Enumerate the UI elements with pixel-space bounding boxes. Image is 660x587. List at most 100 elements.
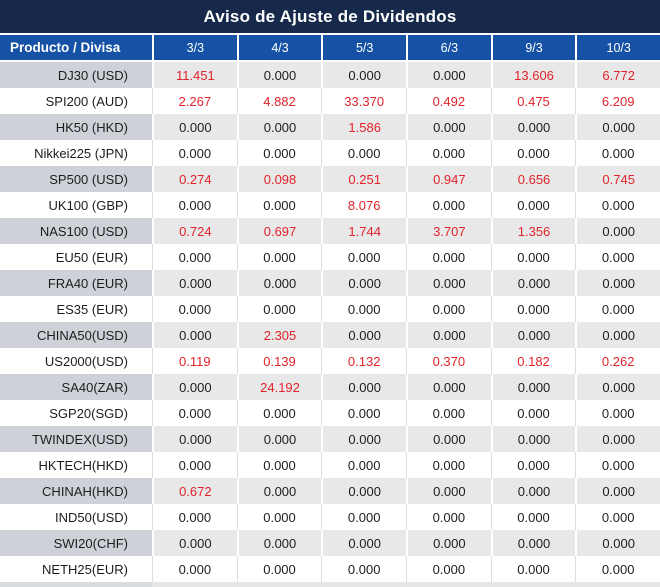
value-cell: 0.000 (575, 140, 660, 166)
column-header-date: 9/3 (490, 35, 576, 60)
product-cell: HK50 (HKD) (0, 114, 152, 140)
value-cell: 0.370 (406, 348, 491, 374)
value-cell: 0.000 (406, 374, 491, 400)
value-cell: 13.606 (490, 62, 576, 88)
value-cell: 1.586 (321, 114, 407, 140)
table-row: SA40(ZAR) 0.000 24.192 0.000 0.000 0.000 0.000 (0, 374, 660, 400)
value-cell: 0.000 (575, 192, 660, 218)
column-header-date: 3/3 (152, 35, 237, 60)
table-row: FRA40 (EUR) 0.000 0.000 0.000 0.000 0.000 0.00… (0, 270, 660, 296)
value-cell: 0.000 (575, 556, 660, 582)
value-cell: 0.000 (152, 114, 237, 140)
value-cell: 0.000 (236, 504, 322, 530)
value-cell: 11.451 (152, 62, 237, 88)
value-cell: 0.000 (575, 218, 660, 244)
sliver-value-area (152, 582, 660, 587)
value-cell: 0.000 (490, 374, 576, 400)
value-cell: 0.000 (236, 478, 322, 504)
value-cell: 0.000 (490, 452, 576, 478)
value-cell: 0.000 (152, 270, 237, 296)
value-cell: 0.000 (406, 244, 491, 270)
value-cell: 0.000 (321, 400, 407, 426)
table-row: HKTECH(HKD) 0.000 0.000 0.000 0.000 0.000 0.00… (0, 452, 660, 478)
value-cell: 0.098 (236, 166, 322, 192)
value-cell: 0.000 (321, 504, 407, 530)
table-row: SPI200 (AUD) 2.267 4.882 33.370 0.492 0.475 6.… (0, 88, 660, 114)
value-cell: 0.000 (575, 426, 660, 452)
page-title: Aviso de Ajuste de Dividendos (203, 6, 457, 26)
value-cell: 0.000 (490, 478, 576, 504)
table-title-bar: Aviso de Ajuste de Dividendos (0, 0, 660, 35)
value-cell: 0.000 (236, 62, 322, 88)
value-cell: 0.000 (406, 426, 491, 452)
value-cell: 0.000 (406, 452, 491, 478)
value-cell: 0.000 (152, 452, 237, 478)
value-cell: 0.251 (321, 166, 407, 192)
product-cell: CHINAH(HKD) (0, 478, 152, 504)
value-cell: 0.000 (152, 192, 237, 218)
value-cell: 0.000 (406, 140, 491, 166)
value-cell: 0.000 (406, 62, 491, 88)
value-cell: 0.000 (490, 504, 576, 530)
dividend-table-body: DJ30 (USD) 11.451 0.000 0.000 0.000 13.606 6.7… (0, 62, 660, 582)
value-cell: 0.000 (575, 244, 660, 270)
product-cell: US2000(USD) (0, 348, 152, 374)
value-cell: 0.119 (152, 348, 237, 374)
value-cell: 0.000 (406, 530, 491, 556)
product-cell: EU50 (EUR) (0, 244, 152, 270)
value-cell: 0.000 (490, 426, 576, 452)
sliver-product-area (0, 582, 152, 587)
value-cell: 0.000 (490, 322, 576, 348)
value-cell: 33.370 (321, 88, 407, 114)
value-cell: 0.697 (236, 218, 322, 244)
value-cell: 0.656 (490, 166, 576, 192)
table-row: NETH25(EUR) 0.000 0.000 0.000 0.000 0.000 0.00… (0, 556, 660, 582)
value-cell: 0.000 (152, 556, 237, 582)
value-cell: 0.000 (406, 192, 491, 218)
table-row: IND50(USD) 0.000 0.000 0.000 0.000 0.000 0.000 (0, 504, 660, 530)
value-cell: 8.076 (321, 192, 407, 218)
value-cell: 0.000 (321, 322, 407, 348)
value-cell: 0.000 (490, 244, 576, 270)
value-cell: 0.492 (406, 88, 491, 114)
product-cell: SP500 (USD) (0, 166, 152, 192)
value-cell: 2.267 (152, 88, 237, 114)
value-cell: 0.132 (321, 348, 407, 374)
product-cell: SGP20(SGD) (0, 400, 152, 426)
value-cell: 0.000 (321, 140, 407, 166)
column-header-date: 5/3 (321, 35, 407, 60)
table-row: Nikkei225 (JPN) 0.000 0.000 0.000 0.000 0.000… (0, 140, 660, 166)
product-cell: ES35 (EUR) (0, 296, 152, 322)
value-cell: 0.000 (406, 322, 491, 348)
value-cell: 0.000 (575, 114, 660, 140)
value-cell: 2.305 (236, 322, 322, 348)
value-cell: 0.947 (406, 166, 491, 192)
value-cell: 0.000 (575, 400, 660, 426)
value-cell: 0.000 (236, 244, 322, 270)
table-row: SWI20(CHF) 0.000 0.000 0.000 0.000 0.000 0.000 (0, 530, 660, 556)
product-cell: IND50(USD) (0, 504, 152, 530)
value-cell: 0.000 (490, 400, 576, 426)
value-cell: 6.772 (575, 62, 660, 88)
value-cell: 0.000 (406, 478, 491, 504)
value-cell: 0.000 (236, 426, 322, 452)
value-cell: 0.000 (575, 504, 660, 530)
value-cell: 0.000 (236, 140, 322, 166)
value-cell: 0.000 (152, 140, 237, 166)
product-cell: FRA40 (EUR) (0, 270, 152, 296)
table-header-row: Producto / Divisa 3/3 4/3 5/3 6/3 9/3 10… (0, 35, 660, 62)
value-cell: 0.000 (152, 374, 237, 400)
value-cell: 0.000 (490, 296, 576, 322)
value-cell: 0.274 (152, 166, 237, 192)
value-cell: 6.209 (575, 88, 660, 114)
value-cell: 0.000 (321, 530, 407, 556)
value-cell: 0.000 (152, 322, 237, 348)
value-cell: 0.000 (321, 374, 407, 400)
value-cell: 0.000 (575, 478, 660, 504)
value-cell: 0.000 (406, 400, 491, 426)
value-cell: 0.000 (406, 556, 491, 582)
value-cell: 0.000 (152, 244, 237, 270)
value-cell: 0.000 (152, 400, 237, 426)
product-cell: CHINA50(USD) (0, 322, 152, 348)
